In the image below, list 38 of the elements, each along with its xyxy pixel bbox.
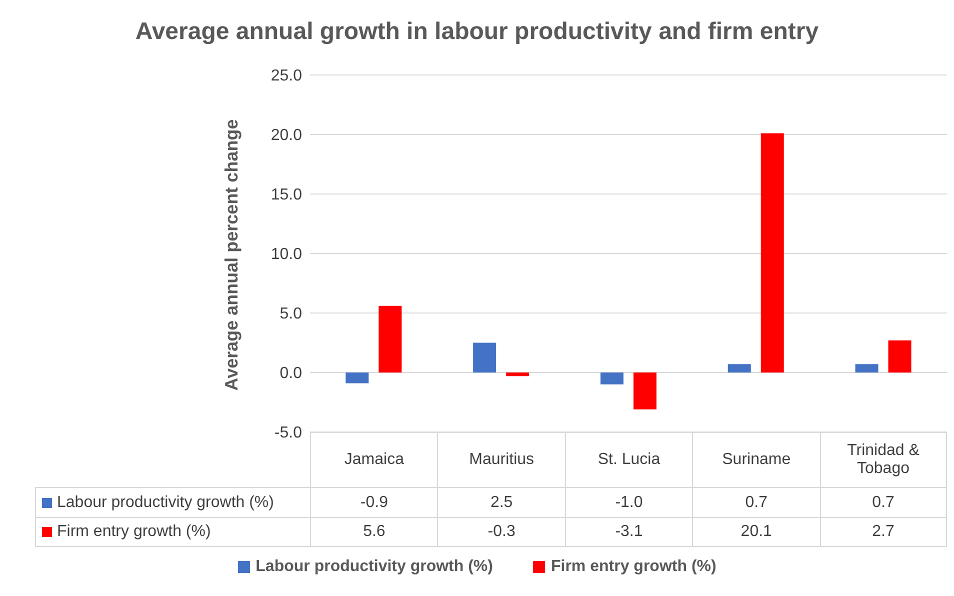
y-tick-label: 15.0	[270, 186, 302, 204]
x-tick-label: Suriname	[692, 432, 820, 487]
x-tick-label: Mauritius	[437, 432, 565, 487]
data-label: 2.5	[437, 488, 565, 517]
bar	[633, 372, 656, 410]
bar	[506, 372, 530, 376]
data-label: -3.1	[564, 518, 692, 546]
bar	[600, 372, 624, 384]
y-tick-label: 20.0	[270, 127, 302, 144]
text: Labour productivity growth (%)	[256, 558, 493, 575]
y-tick-label: 25.0	[270, 68, 302, 85]
data-label: 2.7	[820, 518, 947, 546]
bar	[378, 306, 402, 372]
legend-label: Firm entry growth (%)	[550, 558, 716, 576]
y-axis-title: Average annual percent change	[222, 119, 242, 391]
bar	[728, 364, 751, 372]
data-label: -0.3	[437, 518, 565, 546]
y-tick-label: 10.0	[270, 246, 302, 264]
y-tick-label: 0.0	[280, 365, 302, 382]
x-tick-label: Trinidad & Tobago	[820, 432, 947, 487]
bar	[760, 133, 784, 372]
x-tick-label: Jamaica	[310, 432, 438, 487]
bar	[888, 340, 912, 372]
bar	[855, 364, 878, 372]
data-label: 20.1	[692, 518, 820, 546]
data-label: 0.7	[692, 488, 820, 517]
chart-title: Average annual growth in labour productivity and firm entry	[134, 18, 820, 46]
y-tick-label: -5.0	[274, 424, 302, 442]
y-tick-label: 5.0	[280, 306, 302, 323]
text: Firm entry growth (%)	[57, 523, 211, 540]
x-tick-label: St. Lucia	[564, 432, 692, 487]
bar	[473, 342, 496, 372]
legend-label: Labour productivity growth (%)	[56, 492, 275, 512]
bar	[346, 372, 369, 384]
data-label: 5.6	[310, 518, 438, 546]
data-label: -0.9	[310, 488, 438, 517]
data-label: -1.0	[564, 488, 692, 517]
data-label: 0.7	[820, 488, 947, 517]
